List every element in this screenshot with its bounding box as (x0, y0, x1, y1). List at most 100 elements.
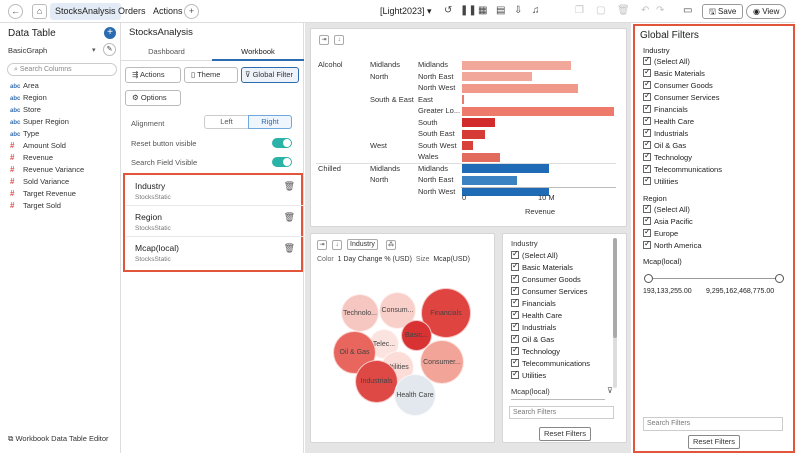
bar[interactable] (462, 187, 549, 196)
tab-workbook[interactable]: Workbook (212, 43, 304, 61)
document-icon[interactable]: ▤ (496, 5, 506, 16)
global-filter-button[interactable]: ⊽ Global Filter (241, 67, 299, 83)
trash-icon[interactable]: 🗑 (283, 181, 295, 191)
save-button[interactable]: 🖫 Save (702, 4, 744, 19)
checkbox[interactable] (511, 297, 519, 307)
checkbox[interactable] (511, 369, 519, 379)
bubble[interactable]: Health Care (394, 374, 436, 416)
checkbox[interactable] (643, 91, 651, 101)
refresh-icon[interactable]: ↺ (444, 5, 453, 16)
global-region-option[interactable]: Europe (643, 227, 678, 239)
bar[interactable] (462, 83, 578, 93)
global-industry-option[interactable]: Telecommunications (643, 163, 722, 175)
mcap-slider-max-handle[interactable] (775, 274, 784, 283)
calendar-icon[interactable]: ▦ (478, 5, 488, 16)
global-industry-option[interactable]: Consumer Goods (643, 79, 713, 91)
industry-dimension-chip[interactable]: Industry (347, 239, 378, 250)
checkbox[interactable] (511, 273, 519, 283)
global-reset-filters-button[interactable]: Reset Filters (688, 435, 740, 449)
checkbox[interactable] (511, 345, 519, 355)
column-item[interactable]: # Target Sold (10, 200, 61, 212)
bell-icon[interactable]: ♫ (532, 5, 540, 16)
reset-visible-toggle[interactable] (272, 138, 292, 148)
checkbox[interactable] (643, 227, 651, 237)
bar[interactable] (462, 164, 549, 173)
view-button[interactable]: ◉ View (746, 4, 787, 19)
filter-item-industry[interactable]: Industry StocksStatic 🗑 (126, 175, 305, 206)
column-item[interactable]: # Sold Variance (10, 176, 69, 188)
actions-button[interactable]: ⇶ Actions (125, 67, 181, 83)
tab-dashboard[interactable]: Dashboard (121, 43, 212, 61)
comment-icon[interactable]: ▭ (683, 5, 693, 16)
filter-option[interactable]: Oil & Gas (511, 333, 554, 345)
filter-item-region[interactable]: Region StocksStatic 🗑 (126, 206, 305, 237)
expand-icon[interactable]: ⇥ (319, 35, 329, 45)
trash-icon[interactable]: 🗑 (283, 243, 295, 253)
checkbox[interactable] (643, 127, 651, 137)
checkbox[interactable] (643, 203, 651, 213)
copy-icon[interactable]: ❐ (575, 5, 584, 16)
paste-icon[interactable]: ▢ (596, 5, 606, 16)
filter-option[interactable]: Financials (511, 297, 556, 309)
bar[interactable] (462, 129, 485, 139)
bubble[interactable]: Basic... (401, 320, 432, 351)
filter-option[interactable]: Basic Materials (511, 261, 573, 273)
bubble-chart-card[interactable]: ⇥ ↓ Industry ⁂ Color 1 Day Change % (USD… (310, 233, 495, 443)
mcap-slider-track[interactable] (649, 278, 779, 279)
global-industry-option[interactable]: Utilities (643, 175, 678, 187)
tab-actions[interactable]: Actions (153, 6, 183, 16)
align-right-button[interactable]: Right (248, 115, 292, 129)
bubble[interactable]: Industrials (355, 360, 398, 403)
global-industry-option[interactable]: Consumer Services (643, 91, 719, 103)
tab-stocksanalysis[interactable]: StocksAnalysis (50, 3, 121, 20)
checkbox[interactable] (643, 175, 651, 185)
theme-selector[interactable]: [Light2023] ▾ (380, 6, 432, 16)
bubble[interactable]: Consumer... (420, 340, 464, 384)
global-industry-option[interactable]: Basic Materials (643, 67, 705, 79)
column-item[interactable]: # Revenue (10, 152, 53, 164)
delete-icon[interactable]: 🗑 (617, 5, 630, 16)
scrollbar-thumb[interactable] (613, 238, 617, 338)
redo-icon[interactable]: ↷ (656, 5, 665, 16)
global-industry-option[interactable]: Health Care (643, 115, 694, 127)
checkbox[interactable] (643, 239, 651, 249)
checkbox[interactable] (643, 103, 651, 113)
add-data-table-button[interactable]: + (104, 27, 116, 39)
home-icon[interactable]: ⌂ (32, 4, 47, 19)
filter-option[interactable]: Utilities (511, 369, 546, 381)
filter-option[interactable]: Telecommunications (511, 357, 590, 369)
checkbox[interactable] (511, 249, 519, 259)
column-item[interactable]: abc Store (10, 104, 41, 116)
bar[interactable] (462, 152, 500, 162)
global-industry-option[interactable]: Financials (643, 103, 688, 115)
theme-button[interactable]: ▯ Theme (184, 67, 238, 83)
align-left-button[interactable]: Left (204, 115, 248, 129)
checkbox[interactable] (643, 79, 651, 89)
download-icon[interactable]: ⇩ (514, 5, 523, 16)
global-industry-option[interactable]: Industrials (643, 127, 688, 139)
tab-orders[interactable]: Orders (118, 6, 146, 16)
column-item[interactable]: abc Region (10, 92, 47, 104)
filter-item-mcap[interactable]: Mcap(local) StocksStatic 🗑 (126, 237, 305, 268)
checkbox[interactable] (643, 215, 651, 225)
search-columns-input[interactable]: ⌕ Search Columns (7, 63, 117, 76)
column-item[interactable]: # Amount Sold (10, 140, 66, 152)
mcap-slider-min-handle[interactable] (644, 274, 653, 283)
add-tab-icon[interactable]: + (184, 4, 199, 19)
global-region-option[interactable]: Asia Pacific (643, 215, 693, 227)
checkbox[interactable] (511, 357, 519, 367)
checkbox[interactable] (643, 139, 651, 149)
bar[interactable] (462, 141, 473, 150)
global-industry-option[interactable]: Oil & Gas (643, 139, 686, 151)
hierarchy-icon[interactable]: ⁂ (386, 240, 396, 250)
filter-icon[interactable]: ⊽ (607, 386, 613, 395)
expand-icon[interactable]: ⇥ (317, 240, 327, 250)
checkbox[interactable] (511, 321, 519, 331)
global-region-option[interactable]: (Select All) (643, 203, 690, 215)
filter-option[interactable]: (Select All) (511, 249, 558, 261)
bar[interactable] (462, 95, 464, 104)
options-button[interactable]: ⚙ Options (125, 90, 181, 106)
bar-chart-card[interactable]: ⇥ ↓ Alcohol Midlands Midlands North North Ea… (310, 28, 627, 227)
checkbox[interactable] (643, 67, 651, 77)
filter-option[interactable]: Technology (511, 345, 560, 357)
